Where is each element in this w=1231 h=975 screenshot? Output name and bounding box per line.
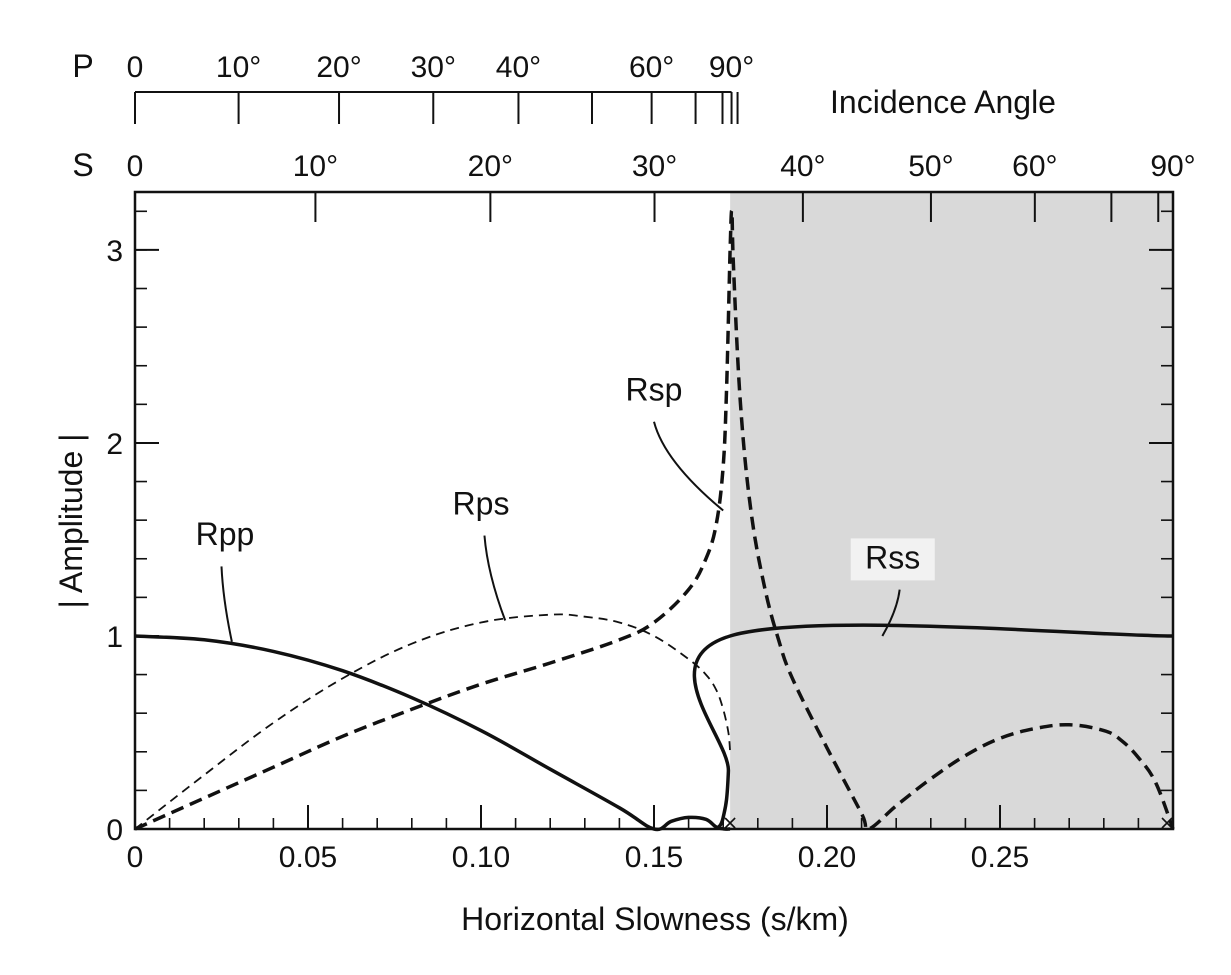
s-angle-label: 60°: [1012, 150, 1057, 183]
incidence-angle-title: Incidence Angle: [830, 84, 1056, 120]
s-angle-label: 50°: [908, 150, 953, 183]
y-tick-label: 2: [106, 428, 123, 461]
x-marker: [1161, 817, 1173, 829]
series-rss-line: [692, 623, 1174, 831]
shaded-evanescent-region: [730, 192, 1173, 829]
curve-label-rss: Rss: [865, 539, 920, 575]
curve-label-rpp: Rpp: [196, 516, 255, 552]
s-angle-label: 40°: [780, 150, 825, 183]
s-angle-label: 0: [127, 150, 144, 183]
leader-rsp: [653, 421, 724, 512]
curve-label-rsp: Rsp: [626, 371, 683, 407]
tick-label-layer: 0 0.05 0.10 0.15 0.20 0.25 0 1 2 3 0 10° 20° 30° 40° 60…: [106, 51, 1195, 874]
p-angle-label: 10°: [216, 51, 261, 84]
x-marker: [724, 817, 736, 829]
leader-rss: [881, 589, 901, 637]
y-tick-label: 0: [106, 814, 123, 847]
plot-frame: [133, 190, 1175, 831]
p-angle-label: 60°: [629, 51, 674, 84]
x-axis-title: Horizontal Slowness (s/km): [461, 901, 849, 937]
p-axis-name: P: [72, 48, 93, 84]
shaded-region-layer: [730, 192, 1173, 829]
p-angle-label: 0: [127, 51, 144, 84]
curve-label-rps: Rps: [453, 485, 510, 521]
series-rsp-line: [134, 208, 1175, 832]
p-angle-label: 30°: [411, 51, 456, 84]
x-tick-label: 0.20: [798, 841, 856, 874]
leader-rpp: [220, 566, 233, 642]
p-angle-label: 90°: [709, 51, 754, 84]
s-angle-label: 20°: [468, 150, 513, 183]
y-tick-label: 3: [106, 235, 123, 268]
series-rps-line: [134, 613, 731, 830]
x-tick-label: 0.10: [452, 841, 510, 874]
x-tick-label: 0.15: [625, 841, 683, 874]
series-layer: [134, 208, 1175, 832]
s-angle-label: 30°: [632, 150, 677, 183]
x-tick-label: 0.25: [971, 841, 1029, 874]
annotation-layer: Rpp Rps Rsp Rss: [196, 371, 935, 642]
x-tick-label: 0: [127, 841, 144, 874]
p-angle-label: 20°: [316, 51, 361, 84]
s-angle-label: 10°: [293, 150, 338, 183]
x-tick-label: 0.05: [279, 841, 337, 874]
y-tick-label: 1: [106, 621, 123, 654]
rss-label-box: [850, 538, 935, 581]
s-axis-name: S: [72, 147, 93, 183]
s-angle-label: 90°: [1150, 150, 1195, 183]
series-rpp-line: [134, 634, 731, 832]
p-angle-label: 40°: [496, 51, 541, 84]
leader-rps: [483, 535, 507, 621]
y-axis-title: | Amplitude |: [53, 434, 89, 609]
